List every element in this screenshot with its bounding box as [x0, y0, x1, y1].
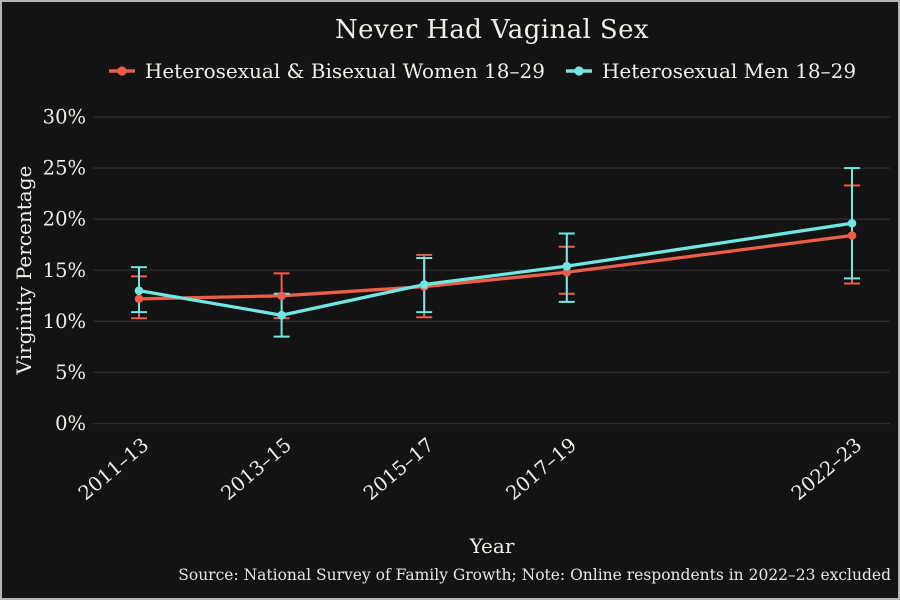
legend-label-men: Heterosexual Men 18–29 — [601, 59, 857, 83]
y-tick-label: 30% — [43, 106, 86, 129]
x-tick-label: 2015–17 — [359, 433, 438, 505]
chart-title: Never Had Vaginal Sex — [335, 15, 649, 45]
data-point-marker-men — [562, 261, 572, 271]
source-note: Source: National Survey of Family Growth… — [178, 566, 891, 584]
x-tick-label: 2022–23 — [787, 433, 866, 505]
data-point-marker-women — [277, 291, 286, 301]
legend-marker-men-icon — [565, 66, 592, 76]
legend-item-women: Heterosexual & Bisexual Women 18–29 — [108, 59, 545, 83]
data-point-marker-men — [847, 218, 857, 228]
y-tick-label: 5% — [55, 361, 86, 384]
legend: Heterosexual & Bisexual Women 18–29 Hete… — [72, 59, 892, 83]
legend-marker-women-icon — [108, 66, 135, 76]
y-tick-label: 10% — [43, 310, 86, 333]
data-point-marker-women — [562, 267, 572, 277]
x-tick-label: 2017–19 — [502, 433, 581, 505]
data-point-marker-men — [277, 310, 286, 320]
x-axis-title: Year — [469, 534, 515, 558]
y-tick-label: 0% — [55, 412, 86, 435]
data-point-marker-women — [847, 231, 857, 240]
data-point-marker-men — [419, 280, 429, 289]
x-tick-label: 2011–13 — [74, 433, 153, 505]
series-line-women — [137, 233, 854, 301]
y-tick-label: 20% — [43, 208, 86, 231]
data-point-marker-men — [134, 286, 144, 295]
legend-item-men: Heterosexual Men 18–29 — [565, 59, 856, 83]
y-tick-label: 25% — [43, 157, 86, 180]
y-tick-label: 15% — [43, 259, 86, 282]
legend-label-women: Heterosexual & Bisexual Women 18–29 — [144, 59, 545, 83]
data-point-marker-women — [134, 294, 144, 304]
x-tick-label: 2013–15 — [217, 433, 296, 505]
series-line-men — [137, 221, 854, 317]
